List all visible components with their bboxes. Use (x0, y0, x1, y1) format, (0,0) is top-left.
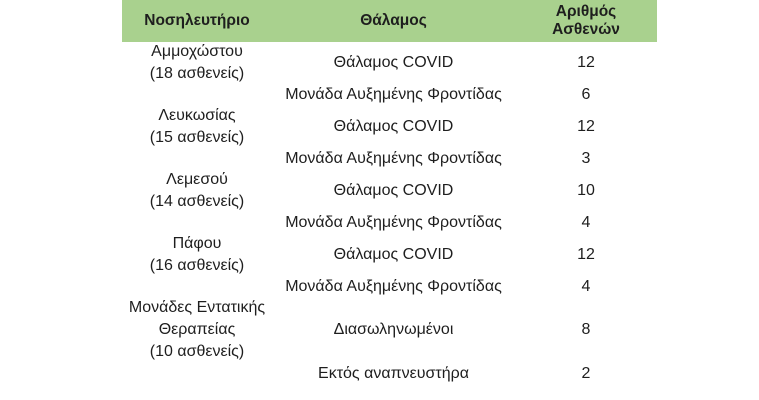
patient-count-cell: 12 (577, 246, 595, 263)
hospital-name: Πάφου (172, 235, 222, 252)
hospital-patients: (18 ασθενείς) (149, 65, 245, 82)
patient-count-cell: 4 (581, 214, 591, 231)
patient-count-cell: 2 (581, 365, 591, 382)
patient-count-cell: 4 (581, 278, 591, 295)
patient-count-cell: 12 (577, 54, 595, 71)
patient-count-cell: 6 (581, 86, 591, 103)
hospital-name: Λευκωσίας (158, 107, 236, 124)
ward-cell: Μονάδα Αυξημένης Φροντίδας (285, 278, 502, 295)
hospital-patients: (14 ασθενείς) (149, 193, 245, 210)
header-patient-count: Αριθμός Ασθενών (552, 3, 620, 38)
ward-cell: Μονάδα Αυξημένης Φροντίδας (285, 214, 502, 231)
hospital-patients: (10 ασθενείς) (149, 343, 245, 360)
table-header: Νοσηλευτήριο Θάλαμος Αριθμός Ασθενών (122, 0, 657, 42)
ward-cell: Μονάδα Αυξημένης Φροντίδας (285, 150, 502, 167)
ward-cell: Θάλαμος COVID (333, 246, 454, 263)
ward-cell: Εκτός αναπνευστήρα (318, 365, 469, 382)
header-hospital: Νοσηλευτήριο (144, 12, 250, 29)
hospital-cell: Πάφου (16 ασθενείς) (122, 233, 272, 277)
hospital-patients: (16 ασθενείς) (149, 257, 245, 274)
hospital-cell: Αμμοχώστου (18 ασθενείς) (122, 41, 272, 85)
hospital-name: Λεμεσού (166, 171, 228, 188)
ward-cell: Διασωληνωμένοι (333, 321, 454, 338)
hospital-name: Αμμοχώστου (151, 43, 243, 60)
hospital-cell: Λεμεσού (14 ασθενείς) (122, 169, 272, 213)
ward-cell: Θάλαμος COVID (333, 118, 454, 135)
hospital-patients: (15 ασθενείς) (149, 129, 245, 146)
hospital-cell: Λευκωσίας (15 ασθενείς) (122, 105, 272, 149)
patient-count-cell: 10 (577, 182, 595, 199)
header-ward: Θάλαμος (360, 12, 427, 29)
hospital-name: Μονάδες Εντατικής Θεραπείας (128, 299, 266, 338)
patient-count-cell: 3 (581, 150, 591, 167)
hospital-cell: Μονάδες Εντατικής Θεραπείας (10 ασθενείς) (112, 297, 282, 363)
patient-count-cell: 12 (577, 118, 595, 135)
ward-cell: Μονάδα Αυξημένης Φροντίδας (285, 86, 502, 103)
ward-cell: Θάλαμος COVID (333, 54, 454, 71)
ward-cell: Θάλαμος COVID (333, 182, 454, 199)
patient-count-cell: 8 (581, 321, 591, 338)
